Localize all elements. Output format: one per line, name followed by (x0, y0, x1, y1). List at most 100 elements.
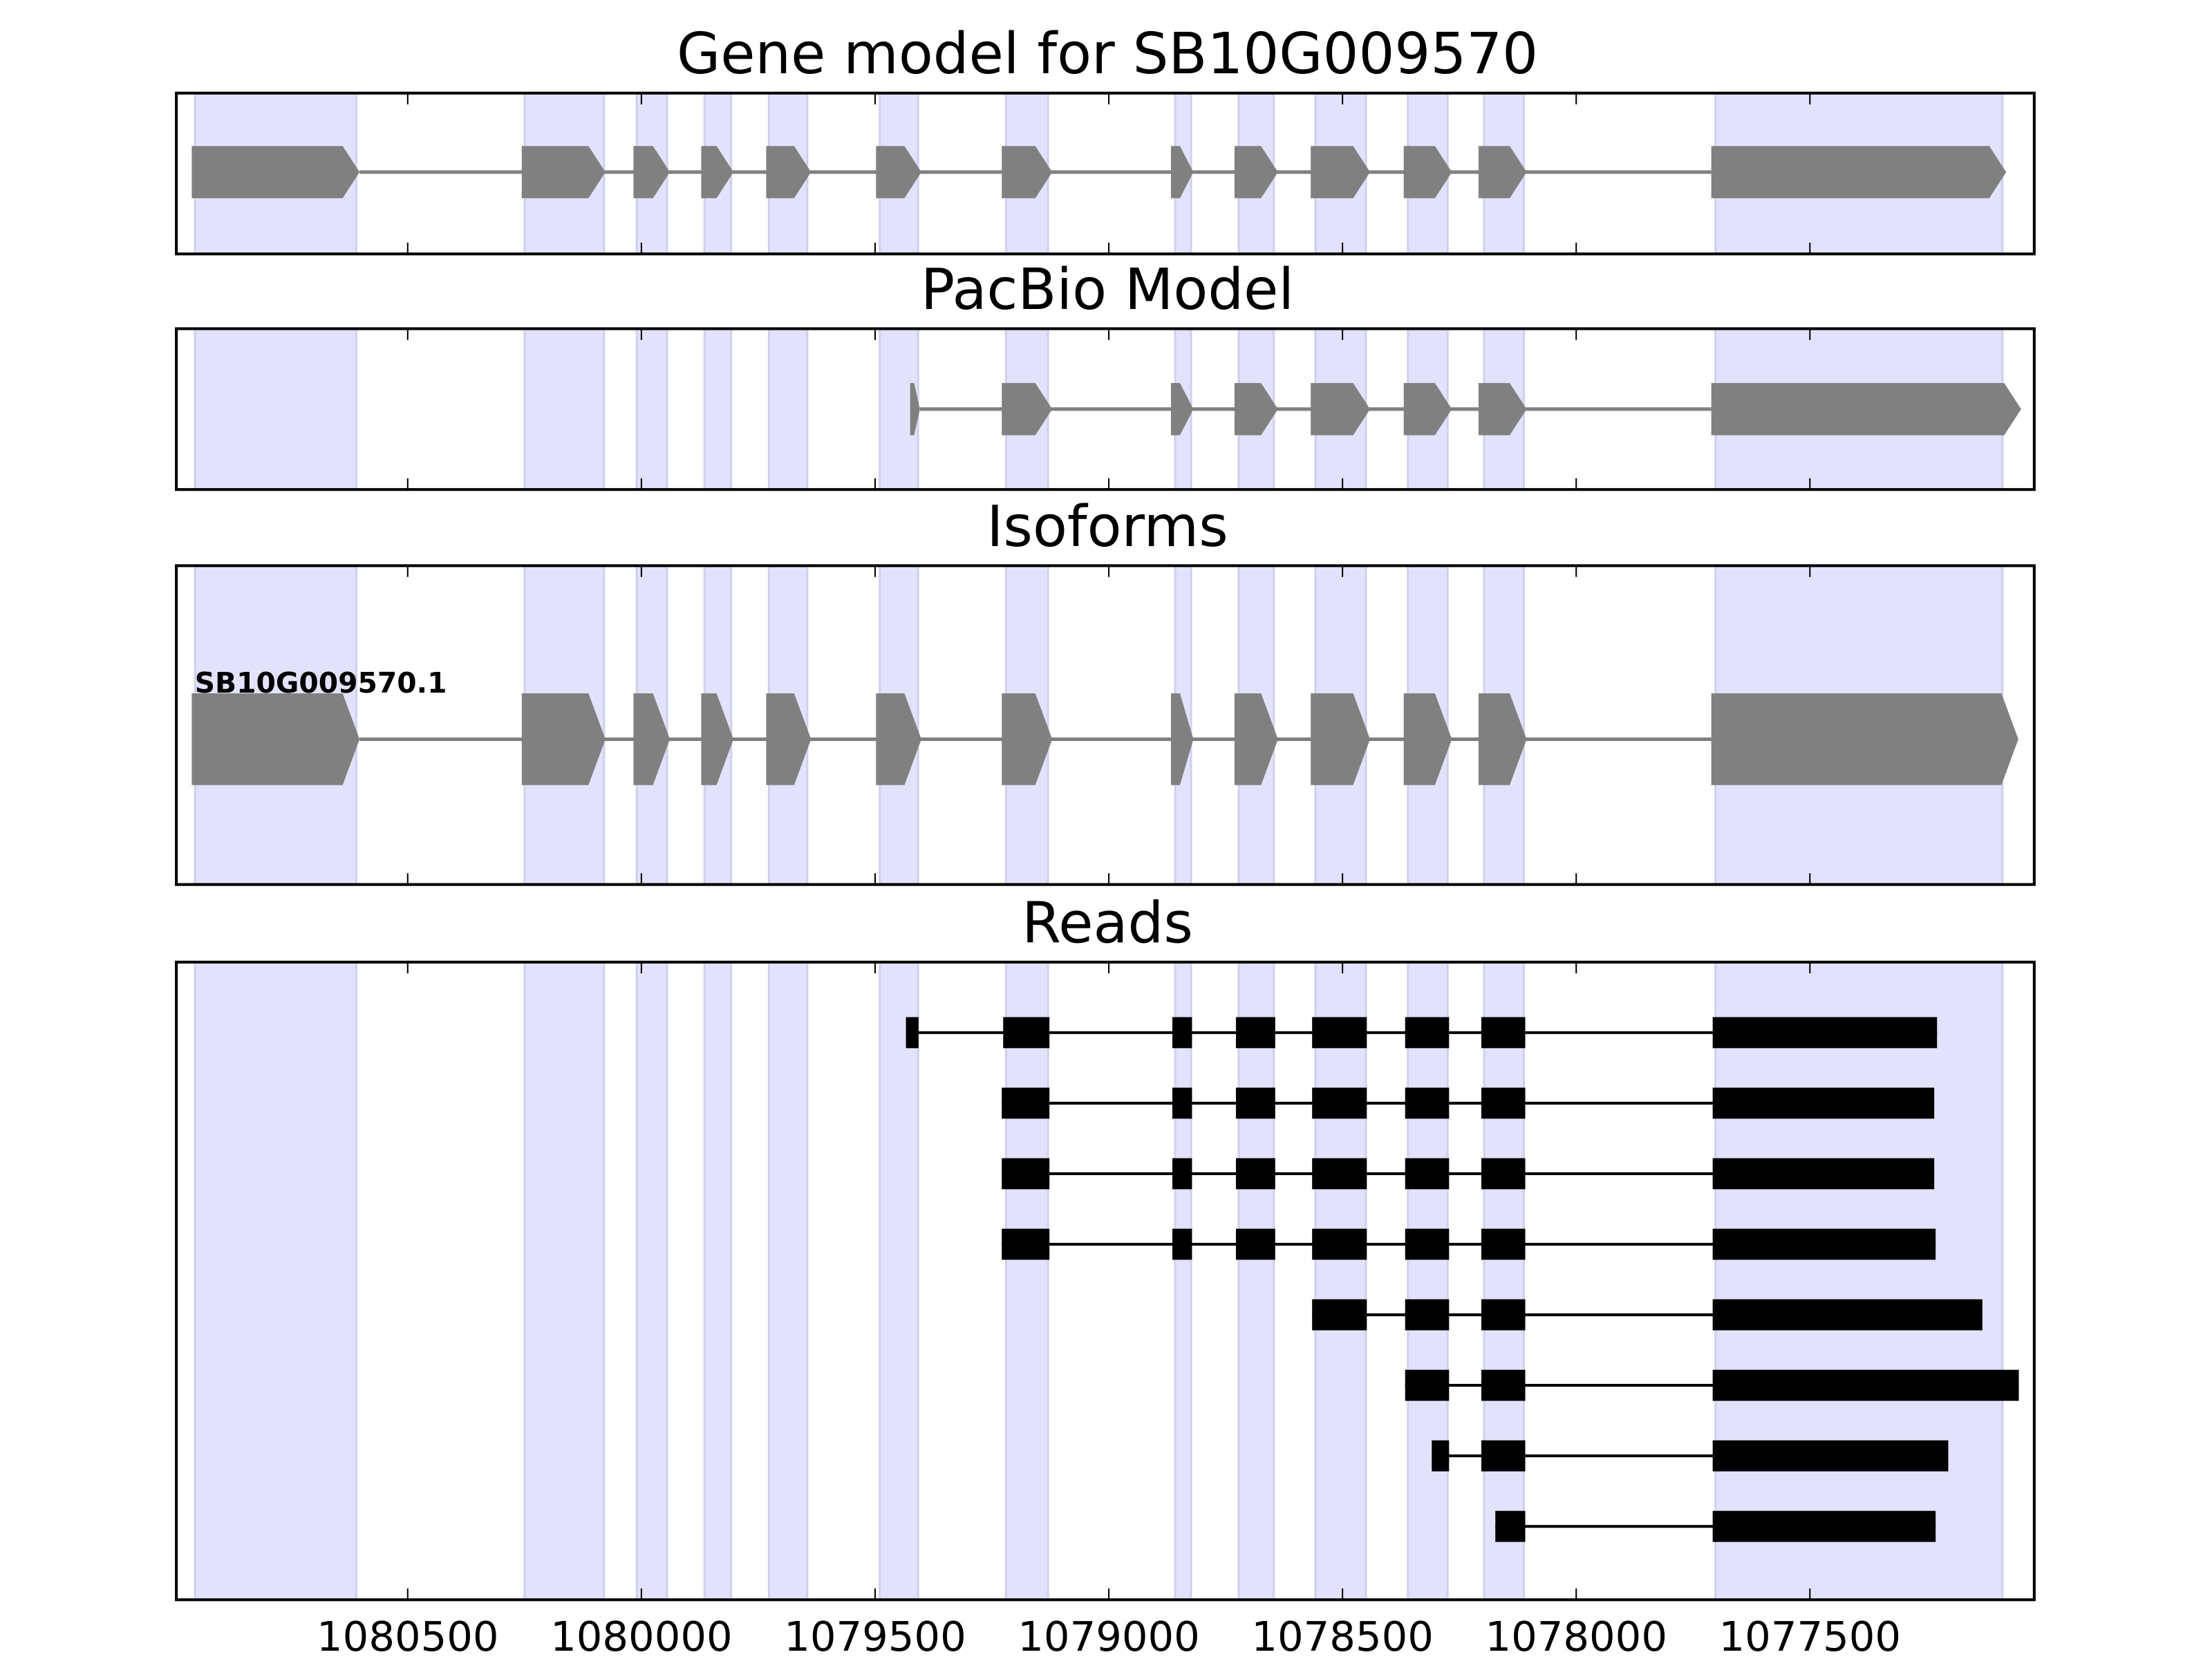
axes-frame (175, 960, 2036, 1602)
read-block (1003, 1017, 1050, 1049)
read-block (1312, 1158, 1367, 1190)
exon (1234, 146, 1278, 198)
exon-shade (1314, 961, 1367, 1601)
exon-shade (523, 961, 606, 1601)
exon (1478, 383, 1527, 435)
exon-shade (1407, 961, 1449, 1601)
exon (191, 146, 360, 198)
exon (1403, 146, 1452, 198)
exon-shade (194, 961, 357, 1601)
axes-frame (175, 327, 2036, 491)
read-block (1002, 1158, 1050, 1190)
read-block (1481, 1158, 1526, 1190)
panel-2 (175, 564, 2036, 886)
read-block (1481, 1369, 1526, 1401)
read-block (1481, 1228, 1526, 1260)
exon (1002, 383, 1053, 435)
read-block (1712, 1440, 1949, 1472)
exon (1002, 146, 1053, 198)
read-block (1495, 1510, 1526, 1542)
exon-shade (767, 327, 809, 491)
exon-shade (635, 961, 668, 1601)
exon-shade (1483, 961, 1526, 1601)
exon (1403, 383, 1452, 435)
exon (701, 693, 734, 785)
read-block (1712, 1087, 1935, 1119)
read-block (1002, 1087, 1050, 1119)
read-block (1312, 1228, 1367, 1260)
exon (701, 146, 734, 198)
exon (1311, 146, 1371, 198)
exon (521, 693, 606, 785)
read-block (1235, 1087, 1275, 1119)
exon (910, 383, 920, 435)
read-block (906, 1017, 919, 1049)
exon (191, 693, 360, 785)
panel-title-isoforms: Isoforms (986, 494, 1228, 560)
read-block (1405, 1017, 1450, 1049)
panel-3 (175, 960, 2036, 1602)
x-tick-label: 1078000 (1485, 1613, 1667, 1659)
exon (1234, 693, 1278, 785)
x-tick-label: 1080000 (550, 1613, 733, 1659)
read-block (1172, 1228, 1192, 1260)
exon-shade (703, 327, 733, 491)
read-block (1172, 1017, 1192, 1049)
read-block (1712, 1369, 2019, 1401)
panel-title-pacbio: PacBio Model (921, 257, 1294, 323)
x-tick-label: 1079500 (784, 1613, 966, 1659)
read-block (1235, 1228, 1275, 1260)
read-block (1235, 1017, 1275, 1049)
exon (1002, 693, 1053, 785)
read-block (1405, 1228, 1450, 1260)
read-block (1172, 1158, 1192, 1190)
exon (633, 146, 671, 198)
read-block (1405, 1087, 1450, 1119)
read-block (1481, 1299, 1526, 1331)
exon-shade (1174, 961, 1192, 1601)
read-block (1481, 1017, 1526, 1049)
read-block (1002, 1228, 1050, 1260)
axes-frame (175, 564, 2036, 886)
exon (1711, 146, 2007, 198)
read-block (1312, 1087, 1367, 1119)
panel-title-reads: Reads (1022, 890, 1193, 956)
read-block (1312, 1017, 1367, 1049)
panel-1 (175, 327, 2036, 491)
exon-shade (523, 327, 606, 491)
exon-shade (703, 961, 733, 1601)
exon (1311, 383, 1371, 435)
read-block (1481, 1087, 1526, 1119)
exon (1403, 693, 1452, 785)
exon (1311, 693, 1371, 785)
exon (1170, 146, 1194, 198)
read-block (1712, 1017, 1938, 1049)
exon-shade (1714, 961, 2004, 1601)
read-block (1172, 1087, 1192, 1119)
exon (521, 146, 606, 198)
x-tick-label: 1077500 (1719, 1613, 1902, 1659)
read-block (1712, 1228, 1936, 1260)
exon (766, 693, 812, 785)
exon (1711, 693, 2018, 785)
read-block (1312, 1299, 1367, 1331)
exon (876, 146, 921, 198)
exon-shade (635, 327, 668, 491)
exon (766, 146, 812, 198)
exon (1170, 383, 1194, 435)
exon (1234, 383, 1278, 435)
read-block (1712, 1510, 1936, 1542)
exon (1478, 693, 1527, 785)
x-tick-label: 1079000 (1018, 1613, 1200, 1659)
exon (1711, 383, 2021, 435)
exon-shade (1237, 961, 1275, 1601)
read-block (1432, 1440, 1450, 1472)
exon (1478, 146, 1527, 198)
exon (1170, 693, 1194, 785)
exon-shade (879, 961, 919, 1601)
exon (876, 693, 921, 785)
read-block (1481, 1440, 1526, 1472)
x-tick-label: 1080500 (317, 1613, 499, 1659)
read-block (1405, 1299, 1450, 1331)
